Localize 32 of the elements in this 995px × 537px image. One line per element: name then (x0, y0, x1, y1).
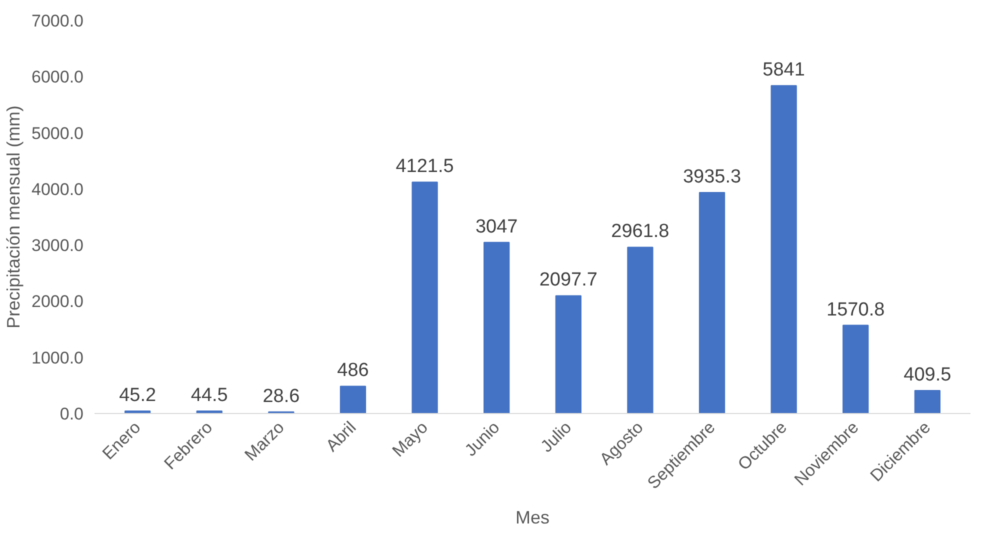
y-tick-label: 0.0 (60, 404, 84, 424)
data-label: 44.5 (190, 385, 228, 406)
bar (340, 386, 366, 414)
bar (770, 85, 797, 414)
y-tick-label: 1000.0 (32, 348, 84, 368)
x-axis-title: Mes (516, 507, 550, 528)
bar (555, 295, 582, 414)
y-tick-label: 6000.0 (32, 68, 84, 87)
x-tick-label: Julio (536, 418, 576, 456)
bar (914, 390, 940, 414)
bar (412, 182, 438, 414)
bar (627, 246, 654, 414)
y-tick-label: 7000.0 (32, 12, 84, 30)
y-tick-label: 5000.0 (32, 124, 84, 143)
data-label: 486 (337, 360, 369, 382)
data-label: 409.5 (904, 364, 952, 386)
data-label: 4121.5 (396, 156, 454, 178)
data-label: 3047 (475, 216, 518, 238)
data-label: 2961.8 (611, 221, 670, 242)
data-label: 1570.8 (826, 299, 885, 320)
data-label: 3935.3 (682, 166, 742, 188)
data-label: 5841 (762, 60, 805, 81)
bar (842, 324, 869, 414)
bar (484, 242, 510, 414)
y-tick-label: 2000.0 (32, 292, 84, 312)
data-label: 2097.7 (539, 270, 598, 291)
y-tick-label: 4000.0 (32, 180, 84, 199)
y-tick-label: 3000.0 (32, 236, 84, 256)
data-label: 45.2 (119, 384, 156, 406)
y-axis-title: Precipitación mensual (mm) (4, 105, 24, 329)
bar (698, 192, 726, 414)
data-label: 28.6 (262, 386, 300, 407)
